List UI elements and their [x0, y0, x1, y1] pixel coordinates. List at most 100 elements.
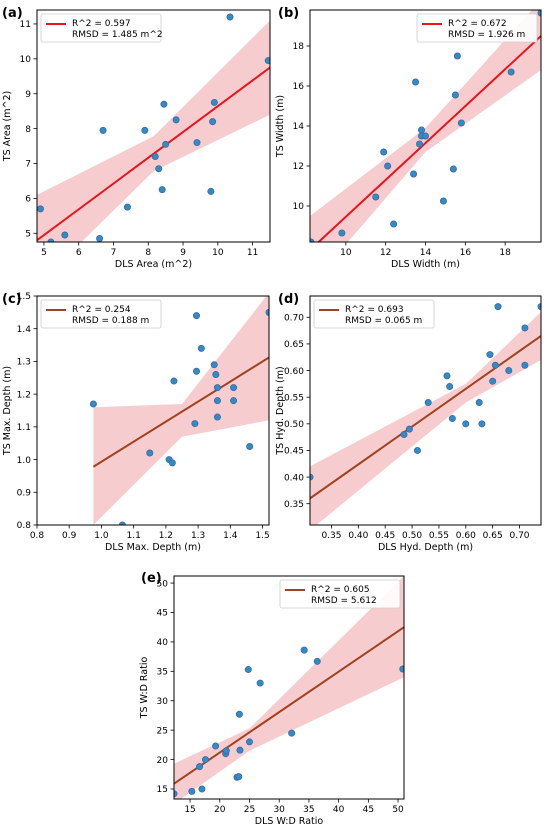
- x-tick-label: 0.9: [62, 531, 77, 541]
- data-point: [246, 442, 254, 450]
- y-axis-label: TS Max. Depth (m): [2, 366, 13, 456]
- y-tick-label: 7: [25, 160, 31, 170]
- data-point: [226, 13, 234, 21]
- y-tick-label: 35: [157, 668, 168, 678]
- regression-line: [174, 626, 404, 785]
- data-point: [451, 91, 459, 99]
- legend-box: [279, 579, 401, 609]
- data-point: [507, 68, 515, 76]
- data-point: [264, 57, 270, 65]
- data-point: [197, 344, 205, 352]
- y-tick-label: 0.65: [284, 340, 304, 350]
- plot-area: [310, 303, 541, 525]
- data-point: [235, 710, 243, 718]
- y-tick-label: 50: [157, 579, 169, 589]
- data-point: [146, 449, 154, 457]
- y-tick-label: 1.0: [17, 456, 32, 466]
- data-point: [446, 383, 454, 391]
- legend-r2-text: R^2 = 0.254: [72, 305, 131, 315]
- data-point: [89, 400, 97, 408]
- data-point: [412, 78, 420, 86]
- panel-a: (a) 5 6 7 8 9 10 11 5 6 7 8 9 10 11 DLS Area (m^2) TS A…: [2, 6, 271, 270]
- data-point: [521, 361, 529, 369]
- data-point: [193, 139, 201, 147]
- confidence-band: [310, 312, 541, 525]
- panel-d-letter: (d): [278, 292, 299, 307]
- y-tick-label: 45: [157, 609, 168, 619]
- data-point: [213, 384, 221, 392]
- x-tick-label: 45: [363, 805, 374, 815]
- y-tick-label: 10: [20, 55, 32, 65]
- data-point: [418, 126, 426, 134]
- data-point: [162, 140, 170, 148]
- x-tick-label: 1.0: [94, 531, 109, 541]
- data-point: [390, 220, 398, 228]
- data-point: [462, 420, 470, 428]
- y-axis-label: TS W:D Ratio: [139, 657, 150, 720]
- panel-b-letter: (b): [278, 6, 299, 21]
- panel-d: (d) 0.35 0.40 0.45 0.50 0.55 0.60 0.65 0.70 0.35…: [275, 292, 542, 553]
- y-tick-label: 25: [157, 726, 168, 736]
- y-tick-label: 15: [157, 785, 168, 795]
- data-point: [449, 165, 457, 173]
- data-point: [192, 367, 200, 375]
- y-tick-label: 5: [25, 229, 31, 239]
- data-point: [505, 367, 513, 375]
- x-tick-label: 1.5: [255, 531, 269, 541]
- data-point: [37, 205, 44, 213]
- confidence-band: [310, 10, 541, 242]
- x-tick-label: 1.4: [223, 531, 238, 541]
- legend-r2-text: R^2 = 0.597: [72, 19, 131, 29]
- panel-b: (b) 10 12 14 16 18 10 12 14 16 18 DLS Width (m) TS …: [275, 6, 542, 270]
- data-point: [230, 397, 238, 405]
- data-point: [443, 372, 451, 380]
- y-tick-label: 16: [293, 82, 305, 92]
- data-point: [338, 229, 346, 237]
- data-point: [405, 425, 413, 433]
- data-point: [207, 187, 215, 195]
- data-point: [489, 377, 497, 385]
- x-tick-label: 6: [76, 248, 82, 258]
- x-tick-label: 0.70: [509, 531, 529, 541]
- data-point: [212, 371, 220, 379]
- x-tick-label: 25: [244, 805, 255, 815]
- x-tick-label: 5: [41, 248, 47, 258]
- data-point: [123, 203, 131, 211]
- data-point: [160, 100, 168, 108]
- data-point: [491, 361, 499, 369]
- x-tick-label: 0.55: [429, 531, 449, 541]
- y-tick-label: 9: [25, 90, 31, 100]
- y-tick-label: 10: [293, 202, 305, 212]
- confidence-band: [37, 20, 270, 242]
- legend-rmsd-text: RMSD = 0.188 m: [72, 316, 149, 326]
- data-point: [288, 729, 296, 737]
- data-point: [413, 446, 421, 454]
- x-tick-label: 1.1: [127, 531, 141, 541]
- data-point: [537, 303, 541, 311]
- x-tick-label: 15: [184, 805, 195, 815]
- plot-area: [310, 10, 541, 242]
- data-point: [384, 162, 392, 170]
- plot-area: [174, 576, 404, 799]
- legend-r2-text: R^2 = 0.605: [311, 585, 370, 595]
- x-tick-label: 35: [303, 805, 314, 815]
- legend-r2-text: R^2 = 0.693: [345, 305, 404, 315]
- x-tick-label: 18: [499, 248, 511, 258]
- data-point: [453, 52, 461, 60]
- legend-box: [40, 299, 162, 329]
- x-tick-label: 11: [247, 248, 258, 258]
- y-tick-label: 0.55: [284, 393, 304, 403]
- plot-area: [37, 13, 270, 242]
- data-point: [201, 756, 209, 764]
- y-tick-label: 0.8: [17, 521, 32, 531]
- data-point: [158, 186, 166, 194]
- data-point: [475, 399, 483, 407]
- x-tick-label: 0.60: [456, 531, 476, 541]
- x-tick-label: 50: [392, 805, 404, 815]
- data-point: [400, 430, 408, 438]
- y-tick-label: 11: [20, 20, 31, 30]
- x-tick-label: 0.45: [375, 531, 395, 541]
- legend-rmsd-text: RMSD = 5.612: [311, 596, 377, 606]
